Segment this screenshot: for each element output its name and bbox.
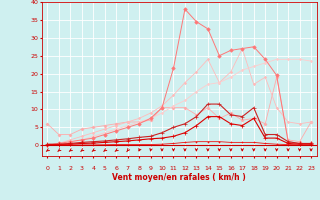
X-axis label: Vent moyen/en rafales ( km/h ): Vent moyen/en rafales ( km/h ) xyxy=(112,173,246,182)
